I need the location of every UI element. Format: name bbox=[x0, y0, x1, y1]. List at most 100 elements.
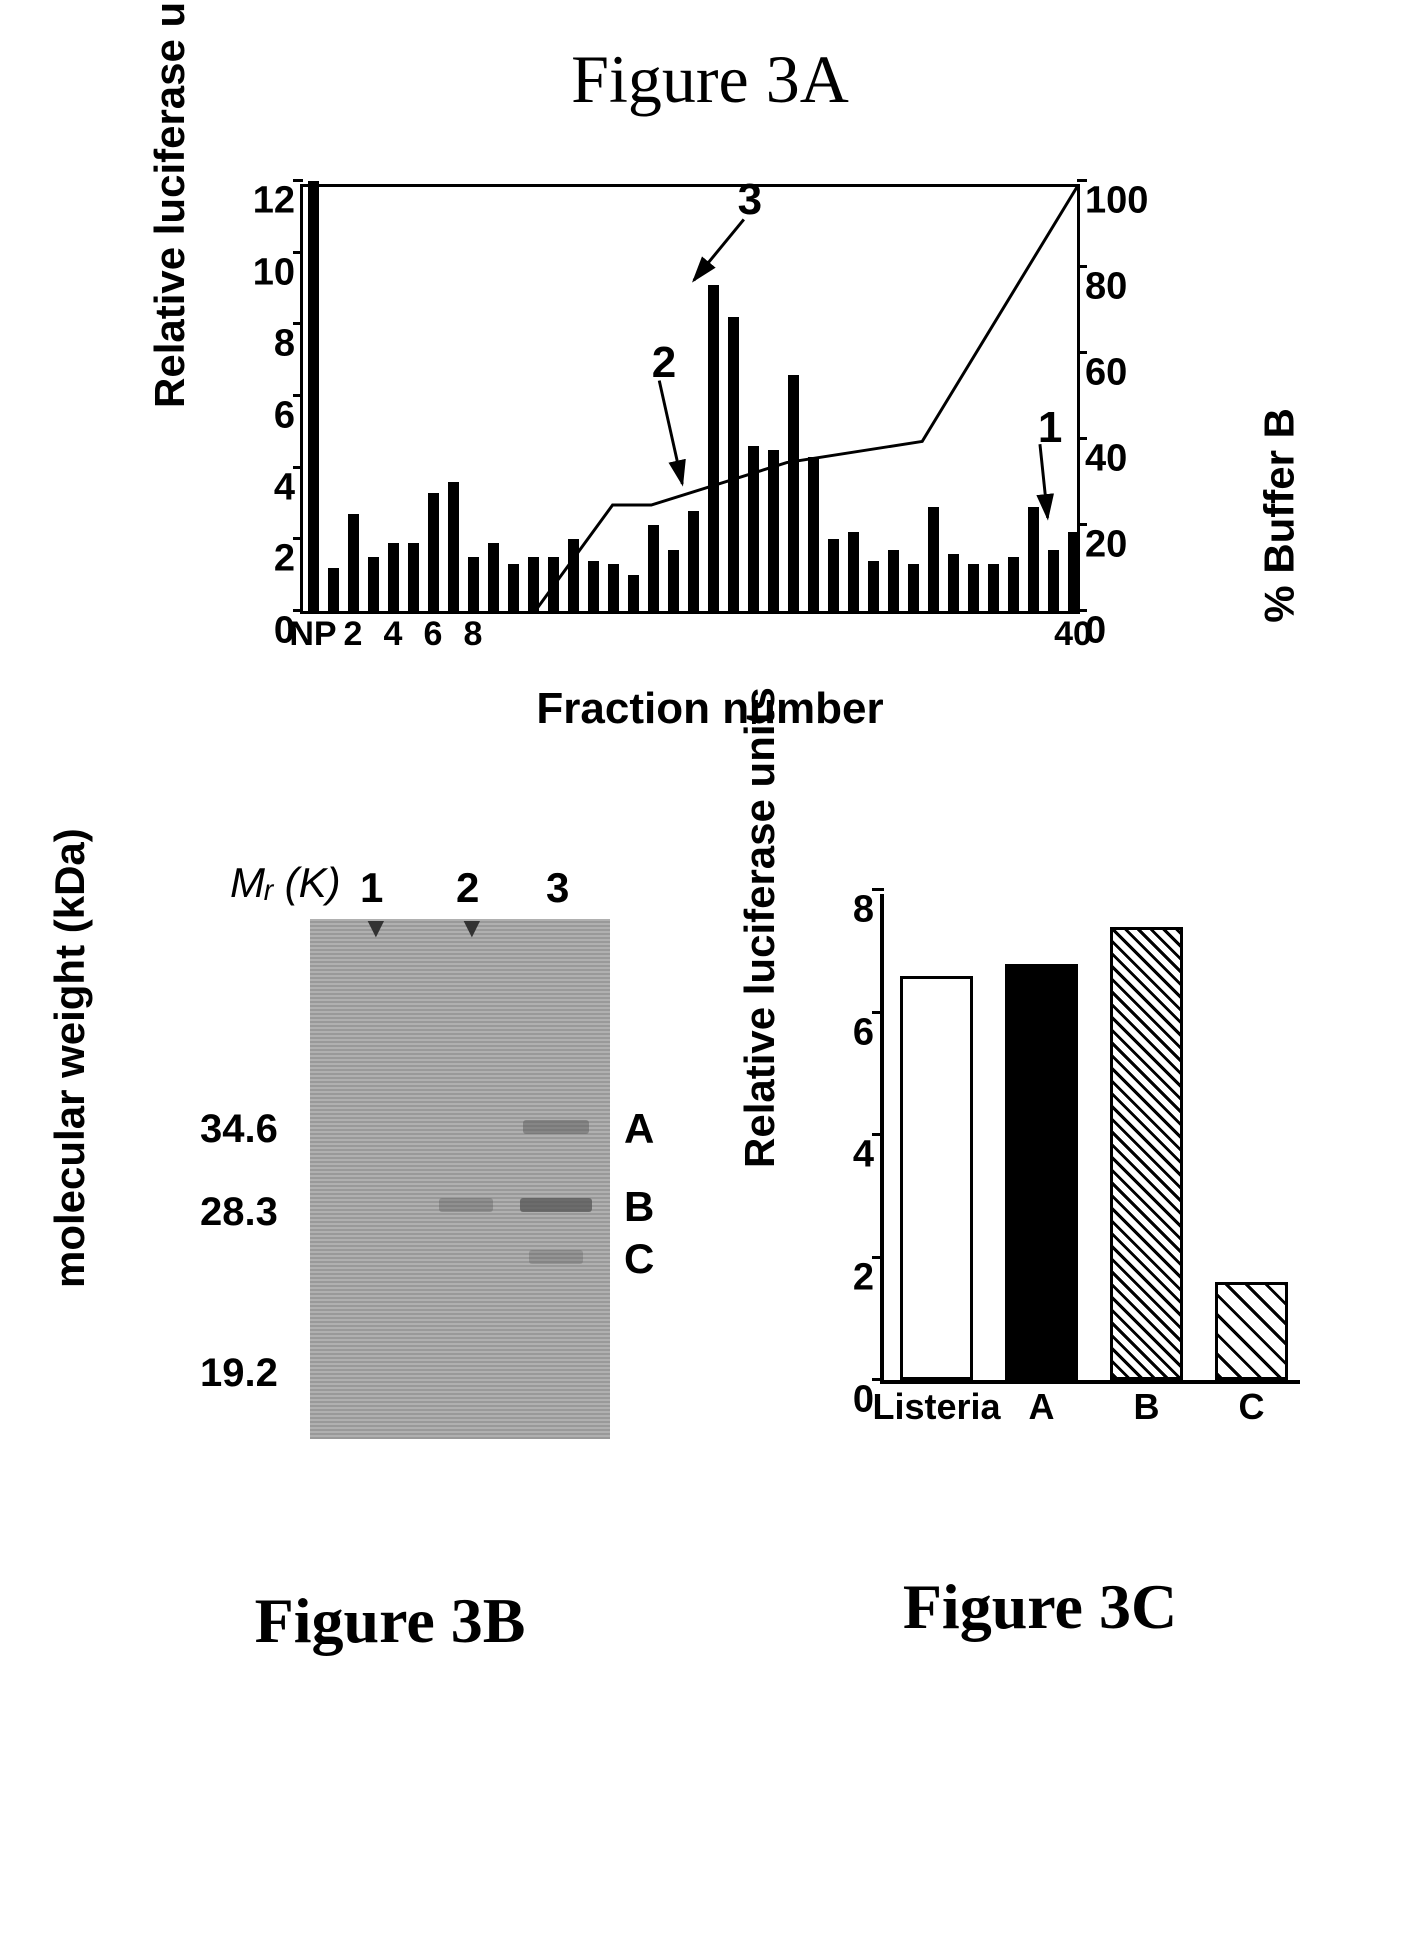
mw-marker: 28.3 bbox=[200, 1190, 278, 1235]
bar bbox=[868, 561, 879, 611]
bar bbox=[748, 446, 759, 611]
x-tick: 6 bbox=[424, 611, 443, 654]
x-tick: 4 bbox=[384, 611, 403, 654]
fig-c-bar bbox=[1005, 964, 1079, 1381]
bar bbox=[508, 564, 519, 611]
gel-band bbox=[523, 1120, 589, 1134]
y-tick-left: 10 bbox=[253, 251, 303, 294]
figure-a-title: Figure 3A bbox=[80, 40, 1340, 119]
lane-marker-icon: ▼ bbox=[362, 913, 390, 945]
bar bbox=[768, 450, 779, 611]
gel-band bbox=[529, 1250, 583, 1264]
bar bbox=[668, 550, 679, 611]
gel-lane-label: 3 bbox=[546, 864, 569, 912]
y-tick-left: 12 bbox=[253, 180, 303, 223]
bar bbox=[848, 532, 859, 611]
bar bbox=[308, 181, 319, 611]
x-tick: 8 bbox=[464, 611, 483, 654]
band-label: A bbox=[624, 1105, 654, 1153]
figure-b-title: Figure 3B bbox=[80, 1584, 700, 1658]
bar bbox=[628, 575, 639, 611]
fig-a-ylabel-right: % Buffer B bbox=[1256, 408, 1304, 623]
band-label: B bbox=[624, 1183, 654, 1231]
gel-band bbox=[439, 1198, 493, 1212]
bar bbox=[448, 482, 459, 611]
y-tick-right: 40 bbox=[1077, 438, 1127, 481]
bar bbox=[568, 539, 579, 611]
y-tick-right: 100 bbox=[1077, 180, 1148, 223]
bar bbox=[688, 511, 699, 611]
bar bbox=[408, 543, 419, 611]
gel-band bbox=[520, 1198, 592, 1212]
bar bbox=[608, 564, 619, 611]
bar bbox=[648, 525, 659, 611]
bar bbox=[1048, 550, 1059, 611]
fig-c-xtick: Listeria bbox=[872, 1380, 1000, 1428]
bar bbox=[328, 568, 339, 611]
bar bbox=[368, 557, 379, 611]
bar bbox=[888, 550, 899, 611]
bar bbox=[708, 285, 719, 611]
y-tick-left: 2 bbox=[274, 538, 303, 581]
bar bbox=[1008, 557, 1019, 611]
fig-c-ytick: 6 bbox=[853, 1011, 884, 1054]
mw-marker: 34.6 bbox=[200, 1107, 278, 1152]
figure-c-container: Relative luciferase units 02468ListeriaA… bbox=[740, 844, 1340, 1564]
figure-b-container: Mᵣ (K) molecular weight (kDa) 1▼2▼334.62… bbox=[80, 844, 700, 1564]
bar bbox=[488, 543, 499, 611]
fig-c-bar bbox=[900, 976, 974, 1380]
fig-c-chart: 02468ListeriaABC bbox=[880, 894, 1300, 1384]
bar bbox=[728, 317, 739, 611]
bar bbox=[928, 507, 939, 611]
fig-c-bar bbox=[1215, 1282, 1289, 1380]
bar bbox=[1068, 532, 1079, 611]
lane-marker-icon: ▼ bbox=[458, 913, 486, 945]
x-tick: 40 bbox=[1054, 611, 1092, 654]
bar bbox=[468, 557, 479, 611]
fig-b-ylabel: molecular weight (kDa) bbox=[46, 828, 94, 1288]
fig-a-ylabel-left: Relative luciferase units bbox=[146, 0, 194, 408]
figure-a-container: Relative luciferase units % Buffer B Fra… bbox=[160, 164, 1260, 744]
bar bbox=[988, 564, 999, 611]
fig-c-ytick: 2 bbox=[853, 1256, 884, 1299]
bar bbox=[528, 557, 539, 611]
fig-c-ytick: 4 bbox=[853, 1134, 884, 1177]
bar bbox=[968, 564, 979, 611]
bottom-row: Mᵣ (K) molecular weight (kDa) 1▼2▼334.62… bbox=[80, 844, 1340, 1658]
y-tick-right: 20 bbox=[1077, 524, 1127, 567]
mw-marker: 19.2 bbox=[200, 1351, 278, 1396]
y-tick-left: 6 bbox=[274, 395, 303, 438]
bar bbox=[948, 554, 959, 611]
bar bbox=[788, 375, 799, 612]
fig-b-wrapper: Mᵣ (K) molecular weight (kDa) 1▼2▼334.62… bbox=[80, 844, 700, 1658]
bar bbox=[828, 539, 839, 611]
bar bbox=[588, 561, 599, 611]
bar bbox=[388, 543, 399, 611]
bar bbox=[548, 557, 559, 611]
annotation-label: 3 bbox=[738, 175, 762, 225]
bar bbox=[808, 457, 819, 611]
bar bbox=[428, 493, 439, 611]
annotation-label: 2 bbox=[652, 338, 676, 388]
x-tick: NP bbox=[289, 611, 336, 654]
fig-c-xtick: B bbox=[1134, 1380, 1160, 1428]
bar bbox=[908, 564, 919, 611]
fig-a-chart: 024681012020406080100NP246840321 bbox=[300, 184, 1080, 614]
gel-lane-label: 2 bbox=[456, 864, 479, 912]
fig-c-bar bbox=[1110, 927, 1184, 1380]
x-tick: 2 bbox=[344, 611, 363, 654]
band-label: C bbox=[624, 1235, 654, 1283]
bar bbox=[348, 514, 359, 611]
gel-mr-label: Mᵣ (K) bbox=[230, 859, 341, 907]
fig-c-xtick: C bbox=[1239, 1380, 1265, 1428]
figure-c-title: Figure 3C bbox=[903, 1570, 1177, 1644]
y-tick-right: 80 bbox=[1077, 266, 1127, 309]
gel-image bbox=[310, 919, 610, 1439]
y-tick-left: 4 bbox=[274, 466, 303, 509]
fig-c-ytick: 8 bbox=[853, 889, 884, 932]
fig-a-xlabel: Fraction number bbox=[536, 684, 883, 734]
gel-lane-label: 1 bbox=[360, 864, 383, 912]
y-tick-right: 60 bbox=[1077, 352, 1127, 395]
y-tick-left: 8 bbox=[274, 323, 303, 366]
fig-c-ylabel: Relative luciferase units bbox=[736, 687, 784, 1168]
